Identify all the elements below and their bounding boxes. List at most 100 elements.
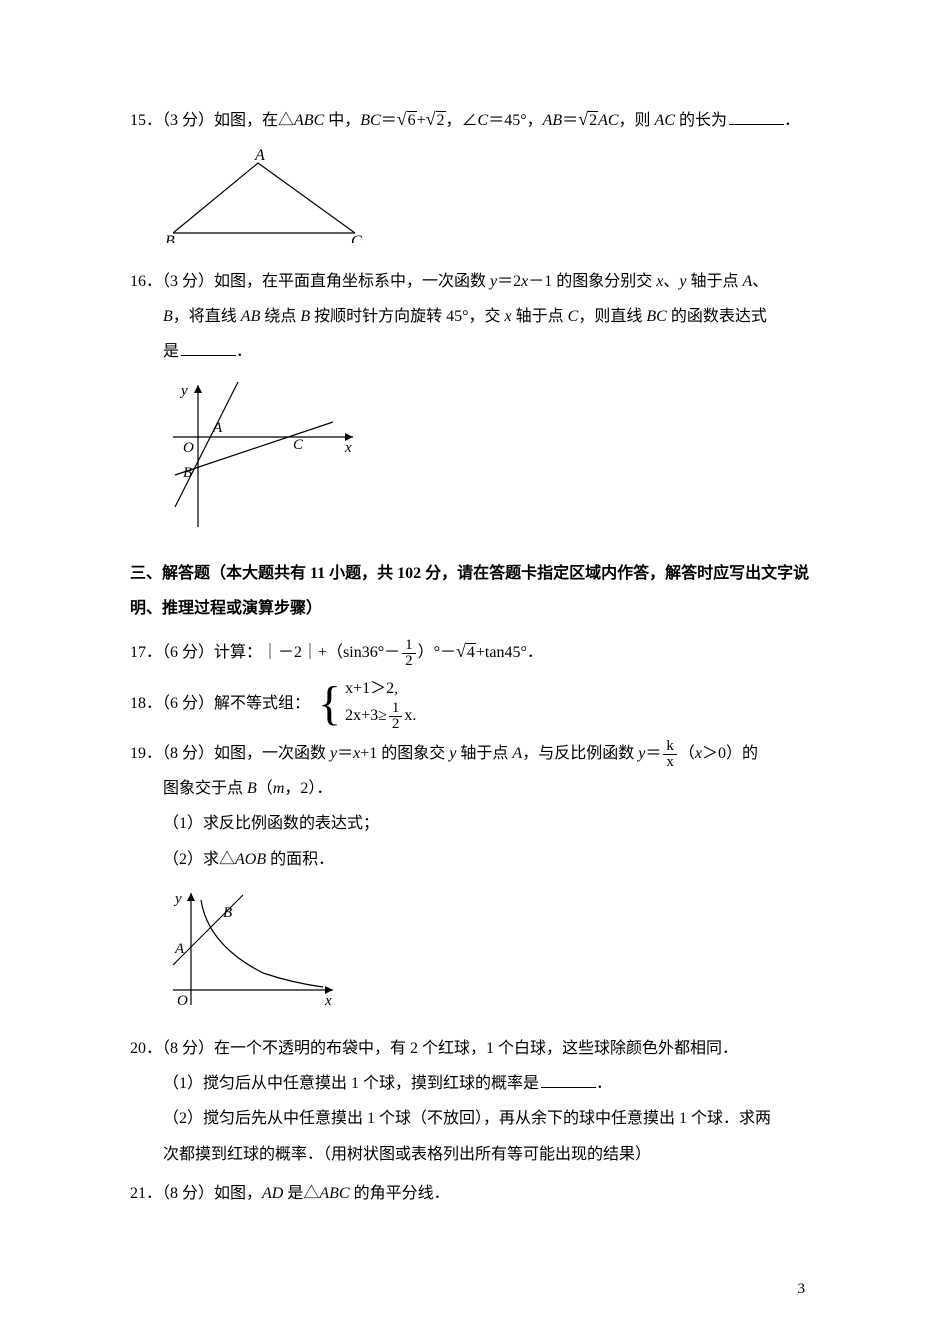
svg-text:C: C [293,437,304,453]
svg-text:O: O [183,440,194,456]
brace-lines: x+1＞2, 2x+3≥12x. [345,676,416,733]
p16-Bb: B [300,308,310,325]
problem-20-text: 20．（8 分）在一个不透明的布袋中，有 2 个红球，1 个白球，这些球除颜色外… [130,1031,820,1066]
p21-ABC: ABC [319,1185,349,1202]
p16-l2e: 轴于点 [512,308,568,325]
svg-text:B: B [165,233,175,243]
kn: k [663,739,677,755]
svg-text:y: y [179,383,188,399]
p19-eq1: ＝ [337,745,353,762]
p16-l2f: ，则直线 [578,308,646,325]
p21-t2: 是△ [283,1185,319,1202]
half-n: 1 [402,638,416,654]
svg-text:A: A [254,148,265,164]
coord-svg-19: y x O A B [163,885,343,1010]
p19-plus1: +1 的图象交 [360,745,449,762]
p19-l2c: ，2）． [284,780,332,797]
problem-21: 21．（8 分）如图，AD 是△ABC 的角平分线． [130,1176,820,1211]
p16-comma: 、 [663,273,679,290]
p15-period: ． [784,112,800,129]
s4: 4 [466,643,476,661]
problem-15-text: 15．（3 分）如图，在△ABC 中，BC＝6+2，∠C＝45°，AB＝2AC，… [130,100,820,140]
p15-comma: ，∠ [446,112,478,129]
p15-bc: BC [360,112,380,129]
p18-line1: x+1＞2, [345,676,416,702]
p19-gt: ＞0）的 [702,745,758,762]
p21-t3: 的角平分线． [350,1185,450,1202]
diagram-16: y x O A B C [163,377,820,545]
problem-16-line2: B，将直线 AB 绕点 B 按顺时针方向旋转 45°，交 x 轴于点 C，则直线… [130,299,820,334]
p15-c: C [478,112,489,129]
p19-x2: x [695,745,702,762]
diagram-19: y x O A B [163,885,820,1023]
p19-mid2: ，与反比例函数 [522,745,638,762]
p21-t1: 21．（8 分）如图， [130,1185,262,1202]
p20-q1b: ． [596,1075,612,1092]
blank-20 [541,1072,596,1088]
p19-t1: 19．（8 分）如图，一次函数 [130,745,330,762]
p16-t1: 16．（3 分）如图，在平面直角坐标系中，一次函数 [130,273,490,290]
problem-19-q2: （2）求△AOB 的面积． [130,842,820,877]
p16-l3: 是 [163,343,179,360]
p16-axis: 轴于点 [687,273,743,290]
s6: 6 [407,111,417,129]
p19-l2b: （ [257,780,273,797]
p15-then: ，则 [619,112,655,129]
inequality-system: { x+1＞2, 2x+3≥12x. [318,676,416,733]
p16-l2d: 按顺时针方向旋转 45°，交 [310,308,504,325]
p15-ang: ＝45°， [488,112,542,129]
frac-kx: kx [663,739,677,770]
sqrt-6: 6 [397,100,417,140]
page-number: 3 [798,1273,806,1306]
p15-ac: AC [598,112,618,129]
problem-21-text: 21．（8 分）如图，AD 是△ABC 的角平分线． [130,1176,820,1211]
blank-15 [729,109,784,125]
p19-q2b: 的面积． [266,851,334,868]
p16-BC: BC [646,308,666,325]
problem-17-text: 17．（6 分）计算：｜－2｜+（sin36°－12）°－4+tan45°． [130,632,820,672]
svg-text:B: B [183,465,192,481]
sqrt-2a: 2 [426,100,446,140]
s2a: 2 [436,111,446,129]
p16-A: A [743,273,753,290]
p15-tri: ABC [294,112,324,129]
p16-l2a: B [163,308,173,325]
svg-text:B: B [223,905,232,921]
problem-16: 16．（3 分）如图，在平面直角坐标系中，一次函数 y＝2x－1 的图象分别交 … [130,264,820,546]
problem-19-text: 19．（8 分）如图，一次函数 y＝x+1 的图象交 y 轴于点 A，与反比例函… [130,736,820,771]
problem-16-line3: 是． [130,334,820,369]
sqrt-2b: 2 [578,100,598,140]
p19-q2: （2）求△ [163,851,235,868]
problem-18-text: 18．（6 分）解不等式组： { x+1＞2, 2x+3≥12x. [130,676,820,733]
p15-ab: AB [543,112,563,129]
p18-label: 18．（6 分）解不等式组： [130,694,310,711]
l2d: 2 [389,717,403,732]
problem-17: 17．（6 分）计算：｜－2｜+（sin36°－12）°－4+tan45°． [130,632,820,672]
p15-label: 15．（3 分）如图，在△ [130,112,294,129]
svg-text:O: O [177,993,188,1009]
p16-comma2: 、 [752,273,768,290]
p19-AOB: AOB [235,851,266,868]
problem-19-q1: （1）求反比例函数的表达式； [130,806,820,841]
p19-m: m [273,780,285,797]
p19-mid1: 轴于点 [456,745,512,762]
p20-q1a: （1）搅匀后从中任意摸出 1 个球，摸到红球的概率是 [163,1075,539,1092]
p16-l2b: ，将直线 [173,308,241,325]
p19-B: B [247,780,257,797]
problem-20-q2a: （2）搅匀后先从中任意摸出 1 个球（不放回），再从余下的球中任意摸出 1 个球… [130,1101,820,1136]
p15-eq: ＝ [381,112,397,129]
p18-l2b: x. [404,707,416,724]
p15-plus: + [417,112,426,129]
diagram-15: A B C [163,148,820,256]
p16-eq: ＝2 [497,273,521,290]
p16-minus: －1 的图象分别交 [528,273,656,290]
p16-l2c: 绕点 [260,308,300,325]
sqrt-4: 4 [456,632,476,672]
kd: x [663,755,677,770]
svg-text:x: x [324,993,332,1009]
svg-text:y: y [173,891,182,907]
l2n: 1 [389,701,403,717]
frac-half: 12 [402,638,416,669]
p16-yv: y [679,273,686,290]
p19-A: A [512,745,522,762]
